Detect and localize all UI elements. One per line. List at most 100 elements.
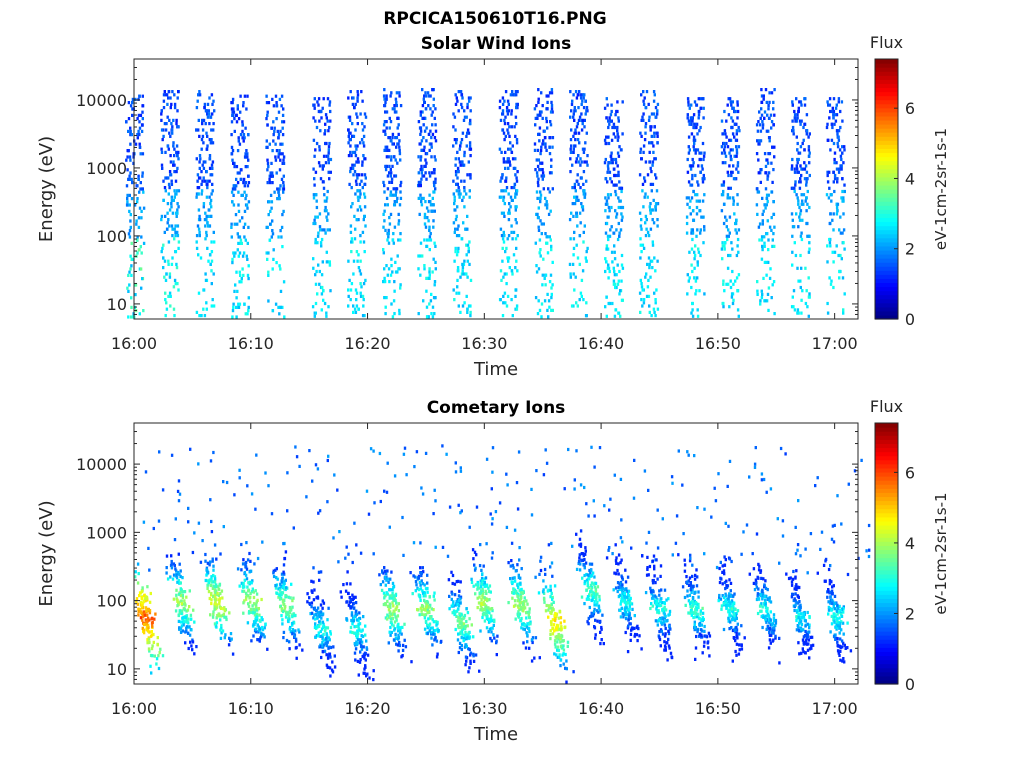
spectrogram-cell (412, 574, 415, 578)
spectrogram-cell (141, 94, 144, 98)
spectrogram-cell (395, 618, 398, 622)
spectrogram-cell (185, 625, 189, 629)
spectrogram-cell (247, 225, 250, 229)
spectrogram-cell (213, 605, 216, 610)
spectrogram-cell (694, 292, 697, 296)
spectrogram-cell (417, 267, 420, 271)
spectrogram-cell (459, 601, 462, 605)
spectrogram-cell (360, 90, 363, 94)
spectrogram-cell (621, 100, 624, 104)
spectrogram-cell (222, 607, 225, 611)
spectrogram-cell (757, 225, 761, 229)
spectrogram-cell (315, 199, 318, 203)
spectrogram-cell (209, 173, 212, 177)
spectrogram-cell (765, 171, 768, 175)
spectrogram-cell (583, 118, 586, 122)
spectrogram-cell (833, 161, 836, 165)
spectrogram-cell (417, 196, 420, 200)
spectrogram-cell (389, 120, 393, 124)
colorbar-step (875, 237, 898, 243)
spectrogram-cell (168, 275, 172, 279)
spectrogram-cell (383, 88, 386, 92)
spectrogram-cell (640, 118, 643, 122)
spectrogram-cell (167, 262, 170, 266)
spectrogram-cell (173, 227, 176, 231)
spectrogram-cell (456, 278, 459, 282)
spectrogram-cell (791, 157, 794, 162)
spectrogram-cell (312, 103, 315, 107)
spectrogram-cell (618, 269, 621, 274)
colorbar-step (875, 193, 898, 198)
spectrogram-cell (428, 629, 431, 633)
spectrogram-cell (691, 301, 694, 306)
spectrogram-cell (796, 148, 799, 152)
spectrogram-cell (417, 180, 421, 184)
spectrogram-cell (465, 115, 468, 119)
spectrogram-cell (691, 177, 694, 181)
spectrogram-cell (843, 148, 846, 152)
spectrogram-cell (772, 212, 775, 216)
spectrogram-cell (540, 110, 543, 114)
spectrogram-cell (533, 148, 537, 152)
spectrogram-cell (691, 314, 695, 318)
spectrogram-cell (759, 299, 762, 303)
spectrogram-cell (251, 587, 254, 591)
colorbar-step (875, 310, 898, 316)
spectrogram-cell (544, 273, 548, 277)
spectrogram-cell (232, 251, 235, 255)
spectrogram-cell (539, 161, 542, 165)
spectrogram-cell (282, 190, 285, 194)
spectrogram-cell (578, 115, 582, 119)
spectrogram-cell (361, 163, 364, 167)
spectrogram-cell (287, 619, 290, 624)
spectrogram-cell (282, 174, 285, 178)
spectrogram-cell (428, 148, 431, 152)
spectrogram-cell (315, 634, 318, 638)
spectrogram-cell (773, 88, 776, 92)
spectrogram-cell (157, 654, 160, 658)
spectrogram-cell (267, 101, 271, 105)
spectrogram-cell (241, 129, 244, 133)
spectrogram-cell (433, 638, 436, 642)
spectrogram-cell (757, 171, 760, 175)
spectrogram-cell (164, 176, 167, 180)
spectrogram-cell (771, 244, 774, 248)
spectrogram-cell (654, 208, 657, 212)
spectrogram-cell (316, 292, 319, 296)
spectrogram-cell (356, 195, 360, 199)
spectrogram-cell (325, 209, 328, 213)
spectrogram-cell (509, 141, 512, 145)
spectrogram-cell (722, 305, 725, 309)
spectrogram-cell (764, 88, 768, 92)
spectrogram-cell (172, 144, 175, 148)
spectrogram-cell (313, 177, 316, 181)
spectrogram-cell (270, 206, 273, 210)
spectrogram-cell (796, 113, 799, 117)
spectrogram-cell (454, 603, 457, 607)
spectrogram-cell (286, 509, 289, 513)
spectrogram-cell (721, 241, 724, 245)
spectrogram-cell (549, 238, 552, 242)
spectrogram-cell (427, 276, 431, 280)
spectrogram-cell (799, 180, 802, 184)
spectrogram-cell (720, 247, 724, 251)
spectrogram-cell (503, 138, 506, 142)
spectrogram-cell (181, 593, 184, 598)
spectrogram-cell (446, 554, 450, 558)
spectrogram-cell (426, 590, 429, 594)
spectrogram-cell (725, 282, 728, 286)
spectrogram-cell (511, 144, 514, 148)
spectrogram-cell (242, 611, 245, 615)
spectrogram-cell (733, 109, 736, 114)
spectrogram-cell (578, 141, 581, 145)
spectrogram-cell (213, 543, 217, 547)
spectrogram-cell (146, 641, 149, 645)
spectrogram-cell (839, 253, 842, 258)
spectrogram-cell (170, 202, 173, 206)
spectrogram-cell (138, 312, 141, 316)
spectrogram-cell (210, 240, 213, 244)
spectrogram-cell (692, 161, 695, 165)
spectrogram-cell (504, 179, 507, 183)
spectrogram-cell (828, 276, 831, 280)
spectrogram-cell (313, 97, 316, 101)
